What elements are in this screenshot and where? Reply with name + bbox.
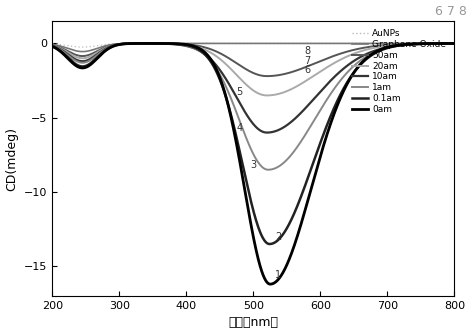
Text: 5: 5 — [236, 87, 243, 97]
Text: 2: 2 — [275, 231, 281, 242]
Text: 6: 6 — [304, 65, 310, 75]
Text: 4: 4 — [237, 123, 243, 133]
Y-axis label: CD(mdeg): CD(mdeg) — [6, 127, 18, 191]
Text: 1: 1 — [275, 270, 281, 280]
Text: 3: 3 — [251, 160, 257, 170]
Text: 6 7 8: 6 7 8 — [435, 5, 467, 18]
Legend: AuNPs, Graphene Oxide, 50am, 20am, 10am, 1am, 0.1am, 0am: AuNPs, Graphene Oxide, 50am, 20am, 10am,… — [348, 26, 450, 118]
X-axis label: 波长（nm）: 波长（nm） — [228, 317, 278, 329]
Text: 8: 8 — [304, 46, 310, 56]
Text: 7: 7 — [304, 56, 310, 66]
